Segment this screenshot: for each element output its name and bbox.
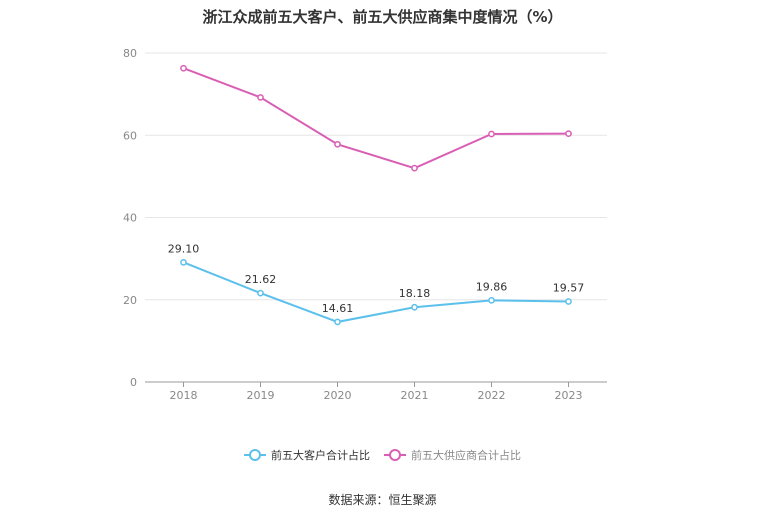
x-tick-label: 2023 xyxy=(555,389,583,402)
data-label: 19.86 xyxy=(476,280,508,293)
data-point[interactable] xyxy=(334,140,341,148)
y-tick-label: 40 xyxy=(123,212,137,225)
legend-swatch-suppliers-icon xyxy=(384,449,406,461)
data-point[interactable] xyxy=(565,298,572,305)
legend-label-customers: 前五大客户合计占比 xyxy=(271,449,370,462)
series-line xyxy=(183,67,569,170)
data-point[interactable] xyxy=(411,303,418,311)
chart-title: 浙江众成前五大客户、前五大供应商集中度情况（%） xyxy=(202,8,563,26)
data-point[interactable] xyxy=(488,130,495,138)
y-tick-label: 0 xyxy=(130,376,137,389)
data-label: 19.57 xyxy=(553,282,585,295)
data-point[interactable] xyxy=(565,130,572,137)
y-tick-label: 80 xyxy=(123,47,137,60)
data-point[interactable] xyxy=(180,64,187,72)
legend-label-suppliers: 前五大供应商合计占比 xyxy=(411,449,521,462)
data-source: 数据来源：恒生聚源 xyxy=(328,493,437,507)
data-label: 21.62 xyxy=(245,273,277,286)
data-point[interactable] xyxy=(411,164,418,172)
x-tick-label: 2019 xyxy=(247,389,275,402)
chart-legend: 前五大客户合计占比 前五大供应商合计占比 xyxy=(0,447,765,463)
y-tick-label: 60 xyxy=(123,129,137,142)
x-tick-label: 2022 xyxy=(478,389,506,402)
x-tick-label: 2018 xyxy=(170,389,198,402)
data-label: 29.10 xyxy=(168,242,200,255)
series-line xyxy=(183,261,569,323)
data-point[interactable] xyxy=(334,318,341,326)
x-tick-label: 2020 xyxy=(324,389,352,402)
data-point[interactable] xyxy=(257,94,264,101)
data-label: 18.18 xyxy=(399,287,431,300)
data-point[interactable] xyxy=(488,296,495,304)
legend-item-suppliers[interactable]: 前五大供应商合计占比 xyxy=(384,447,521,463)
legend-item-customers[interactable]: 前五大客户合计占比 xyxy=(244,447,370,463)
x-tick-label: 2021 xyxy=(401,389,429,402)
y-tick-label: 20 xyxy=(123,294,137,307)
legend-swatch-customers-icon xyxy=(244,449,266,461)
data-point[interactable] xyxy=(180,258,187,266)
data-point[interactable] xyxy=(257,289,264,297)
data-label: 14.61 xyxy=(322,302,354,315)
